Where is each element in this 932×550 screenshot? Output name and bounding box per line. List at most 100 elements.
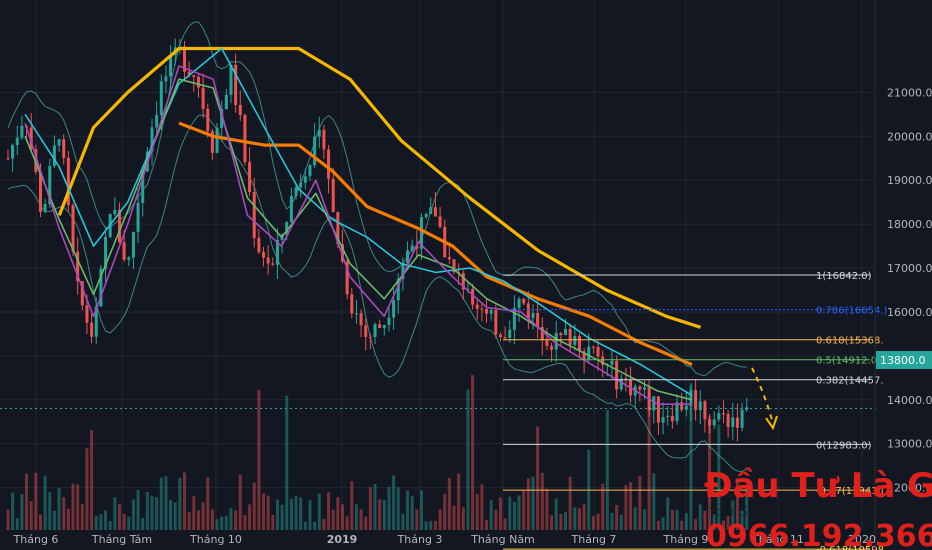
candle-body (373, 324, 377, 338)
candle-body (141, 171, 145, 203)
grid-lines (0, 0, 876, 530)
candle-body (461, 273, 465, 290)
x-tick-label: Tháng 3 (397, 533, 443, 546)
candle-body (433, 207, 437, 217)
candle-body (735, 417, 739, 428)
watermark-subtitle: Your Success, Our Happiness (707, 505, 896, 520)
candle-body (378, 324, 382, 329)
volume-bar (684, 513, 688, 530)
candle-body (322, 129, 326, 150)
volume-bar (708, 416, 712, 530)
volume-bar (122, 513, 126, 530)
volume-bar (508, 496, 512, 530)
candle-body (224, 94, 228, 110)
candle-body (85, 305, 89, 323)
candle-body (387, 317, 391, 326)
volume-bar (29, 501, 33, 530)
candle-body (71, 205, 75, 252)
volume-bar (66, 508, 70, 530)
volume-bar (359, 509, 363, 530)
candle-body (438, 216, 442, 227)
volume-bar (712, 514, 716, 530)
x-tick-label: Tháng Tám (91, 533, 152, 546)
candle-body (66, 157, 70, 206)
candle-body (6, 158, 10, 160)
volume-bar (489, 499, 493, 530)
candle-body (382, 325, 386, 329)
candle-body (248, 162, 252, 193)
volume-bar (345, 516, 349, 530)
candle-body (689, 390, 693, 406)
candle-body (327, 149, 331, 179)
candle-body (471, 288, 475, 305)
moving-average-line (24, 78, 693, 401)
candle-body (136, 202, 140, 232)
candle-body (20, 125, 24, 138)
candle-body (62, 139, 66, 158)
volume-bar (354, 504, 358, 530)
candle-body (624, 378, 628, 380)
volume-bar (703, 510, 707, 530)
volume-bar (150, 495, 154, 530)
candle-body (726, 413, 730, 427)
volume-bar (331, 509, 335, 530)
bollinger-lower (7, 114, 747, 473)
volume-bar (629, 482, 633, 530)
volume-bar (80, 504, 84, 530)
volume-bar (313, 521, 317, 530)
candle-body (234, 64, 238, 106)
candle-body (503, 337, 507, 339)
candle-body (94, 306, 98, 337)
volume-bar (303, 521, 307, 530)
candle-body (684, 405, 688, 410)
volume-bar (494, 509, 498, 530)
volume-bar (280, 504, 284, 530)
candle-body (536, 313, 540, 328)
candle-body (740, 409, 744, 428)
candle-body (150, 127, 154, 152)
volume-bar (387, 486, 391, 530)
candle-body (508, 329, 512, 338)
candle-body (271, 263, 275, 265)
candle-body (392, 300, 396, 318)
candle-body (694, 390, 698, 411)
x-tick-label: 2019 (327, 533, 358, 546)
candle-body (206, 108, 210, 132)
moving-average-line (57, 46, 701, 329)
candle-body (517, 298, 521, 308)
volume-bar (104, 510, 108, 530)
candle-body (155, 115, 159, 128)
volume-bar (540, 472, 544, 530)
candle-body (545, 340, 549, 346)
candle-body (201, 87, 205, 109)
candle-body (313, 136, 317, 166)
candle-body (582, 351, 586, 360)
x-tick-label: 2020 (848, 533, 876, 546)
candle-body (29, 127, 33, 150)
volume-bar (336, 497, 340, 530)
candle-body (615, 360, 619, 390)
candle-body (466, 288, 470, 290)
volume-bar (117, 504, 121, 530)
candle-body (475, 304, 479, 309)
candle-body (113, 209, 117, 214)
volume-bar (275, 499, 279, 530)
fib-level-label: -0.618(10598 (816, 545, 884, 550)
x-tick-label: Tháng 7 (571, 533, 617, 546)
candle-body (419, 217, 423, 249)
volume-bar (317, 493, 321, 530)
volume-bar (48, 491, 52, 530)
candle-body (57, 139, 61, 146)
volume-bar (192, 496, 196, 530)
candle-body (299, 182, 303, 188)
y-tick-label: 17000.0 (887, 262, 932, 275)
candle-body (554, 333, 558, 350)
volume-bar (433, 520, 437, 530)
candle-body (80, 281, 84, 306)
volume-bar (452, 505, 456, 530)
candle-body (550, 345, 554, 350)
volume-bar (271, 514, 275, 530)
candle-body (257, 237, 261, 253)
volume-bar (545, 488, 549, 530)
